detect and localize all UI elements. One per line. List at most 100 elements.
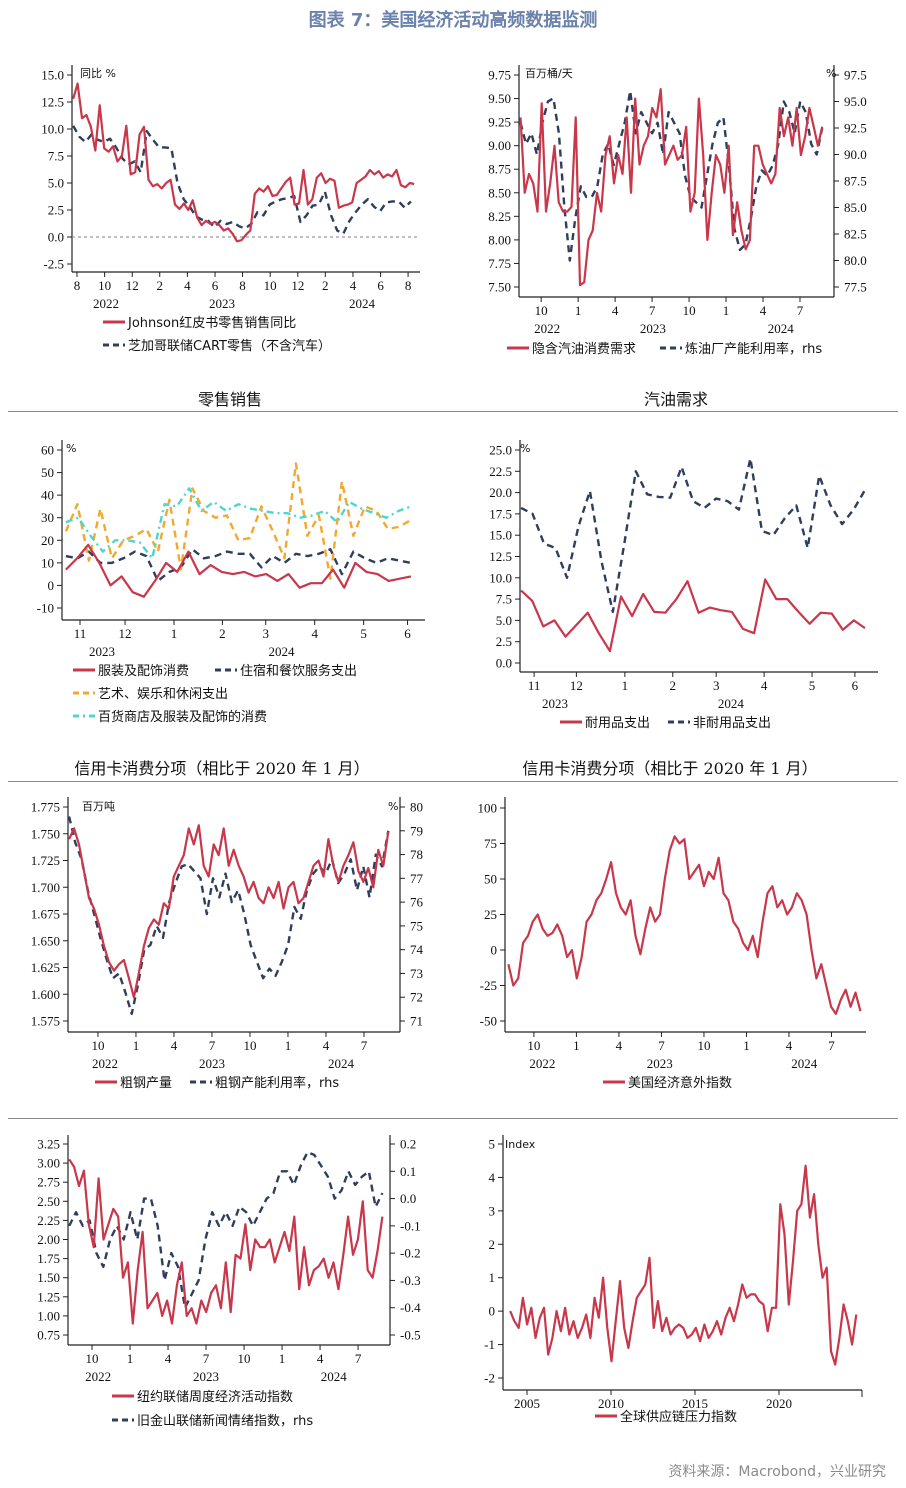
- x-year-label: 2022: [92, 1056, 118, 1071]
- x-tick-label: 1: [279, 1351, 286, 1366]
- unit-label-left: Index: [505, 1138, 536, 1151]
- x-year-label: 2024: [768, 321, 795, 336]
- y-right-tick-label: 87.5: [844, 174, 867, 189]
- y-tick-label: 4: [489, 1170, 496, 1185]
- x-tick-label: 8: [239, 278, 246, 293]
- y-right-tick-label: 0.2: [400, 1137, 416, 1152]
- y-right-tick-label: 78: [410, 847, 423, 862]
- y-tick-label: 40: [41, 488, 54, 503]
- x-year-label: 2023: [542, 696, 568, 711]
- x-year-label: 2024: [349, 296, 376, 311]
- series-line-2: [520, 457, 867, 614]
- y-tick-label: 9.25: [488, 115, 511, 130]
- x-tick-label: 10: [98, 278, 111, 293]
- y-tick-label: 5.0: [48, 176, 64, 191]
- legend-label: 隐含汽油消费需求: [532, 341, 636, 357]
- x-year-label: 2022: [534, 321, 560, 336]
- unit-label-right: %: [388, 800, 398, 813]
- x-tick-label: 1: [575, 303, 582, 318]
- x-tick-label: 10: [527, 1038, 540, 1053]
- y-right-tick-label: 77.5: [844, 280, 867, 295]
- x-year-label: 2023: [209, 296, 235, 311]
- x-year-label: 2023: [193, 1369, 219, 1384]
- y-tick-label: 1.600: [31, 987, 60, 1002]
- y-tick-label: 5: [489, 1137, 496, 1152]
- y-tick-label: 12.5: [489, 549, 512, 564]
- x-tick-label: 4: [761, 678, 768, 693]
- series-line-1: [509, 1164, 858, 1366]
- y-tick-label: -2.5: [43, 257, 64, 272]
- x-year-label: 2022: [85, 1369, 111, 1384]
- x-tick-label: 4: [165, 1351, 172, 1366]
- x-tick-label: 7: [649, 303, 656, 318]
- x-tick-label: 7: [828, 1038, 835, 1053]
- y-tick-label: 2: [489, 1237, 496, 1252]
- y-tick-label: 0: [489, 1304, 496, 1319]
- legend-label: 炼油厂产能利用率，rhs: [685, 341, 822, 357]
- x-tick-label: 12: [570, 678, 583, 693]
- x-tick-label: 10: [91, 1038, 104, 1053]
- y-tick-label: 9.50: [488, 91, 511, 106]
- chart-7: 3.25 3.00 2.75 2.50 2.25 2.00 1.75 1.50 1.25 1.00…: [37, 1135, 421, 1429]
- x-tick-label: 6: [852, 678, 859, 693]
- y-tick-label: 75: [484, 836, 497, 851]
- x-tick-label: 2: [322, 278, 329, 293]
- y-tick-label: 1.625: [31, 960, 60, 975]
- y-tick-label: 25: [484, 907, 497, 922]
- y-tick-label: 2.00: [37, 1232, 60, 1247]
- series-line-3: [64, 462, 412, 580]
- x-tick-label: 4: [317, 1351, 324, 1366]
- series-line-1: [519, 87, 824, 287]
- x-tick-label: 1: [622, 678, 629, 693]
- legend-label: 粗钢产量: [120, 1076, 172, 1091]
- x-tick-label: 10: [86, 1351, 99, 1366]
- y-tick-label: 0.75: [37, 1328, 60, 1343]
- x-year-label: 2024: [321, 1369, 348, 1384]
- x-tick-label: 4: [171, 1038, 178, 1053]
- x-year-label: 2024: [791, 1056, 818, 1071]
- series-line-1: [68, 1158, 384, 1325]
- y-tick-label: 7.5: [496, 592, 512, 607]
- legend-label: 全球供应链压力指数: [620, 1409, 737, 1425]
- x-tick-label: 10: [535, 303, 548, 318]
- legend-label: 服装及配饰消费: [98, 664, 189, 679]
- x-tick-label: 7: [355, 1351, 362, 1366]
- x-tick-label: 1: [127, 1351, 134, 1366]
- y-tick-label: 50: [41, 465, 54, 480]
- x-tick-label: 6: [377, 278, 384, 293]
- unit-label-left: %: [520, 442, 530, 455]
- y-tick-label: 1.775: [31, 800, 60, 815]
- y-tick-label: 5.0: [496, 613, 512, 628]
- series-line-2: [519, 89, 824, 262]
- x-tick-label: 10: [264, 278, 277, 293]
- x-tick-label: 12: [126, 278, 139, 293]
- x-year-label: 2024: [268, 644, 295, 659]
- x-tick-label: 8: [74, 278, 81, 293]
- y-tick-label: 0: [491, 943, 498, 958]
- y-tick-label: 1.75: [37, 1251, 60, 1266]
- legend-label: 美国经济意外指数: [628, 1075, 732, 1091]
- x-tick-label: 5: [809, 678, 816, 693]
- y-right-tick-label: 0.1: [400, 1164, 416, 1179]
- y-tick-label: 1.700: [31, 880, 60, 895]
- x-year-label: 2023: [647, 1056, 673, 1071]
- y-tick-label: 60: [41, 443, 54, 458]
- x-tick-label: 7: [658, 1038, 665, 1053]
- y-tick-label: 3.00: [37, 1156, 60, 1171]
- y-tick-label: 17.5: [489, 506, 512, 521]
- y-tick-label: 8.50: [488, 185, 511, 200]
- y-tick-label: 12.5: [41, 95, 64, 110]
- x-tick-label: 2005: [514, 1396, 540, 1411]
- figure-title: 图表 7：美国经济活动高频数据监测: [308, 10, 598, 31]
- y-tick-label: 1.575: [31, 1014, 60, 1029]
- x-tick-label: 2010: [598, 1396, 624, 1411]
- x-tick-label: 4: [311, 626, 318, 641]
- y-tick-label: 0.0: [48, 230, 64, 245]
- y-tick-label: -10: [37, 601, 54, 616]
- y-tick-label: 1.00: [37, 1308, 60, 1323]
- y-tick-label: 30: [41, 510, 54, 525]
- y-tick-label: 9.00: [488, 138, 511, 153]
- y-tick-label: 2.25: [37, 1213, 60, 1228]
- x-tick-label: 4: [612, 303, 619, 318]
